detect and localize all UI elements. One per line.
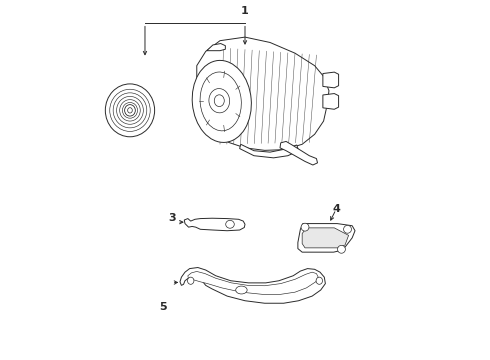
Text: 2: 2: [118, 96, 125, 107]
Ellipse shape: [113, 93, 147, 128]
Polygon shape: [240, 144, 298, 158]
Ellipse shape: [301, 223, 309, 231]
Ellipse shape: [110, 89, 150, 131]
Text: 5: 5: [159, 302, 167, 312]
Polygon shape: [280, 141, 318, 165]
Ellipse shape: [316, 277, 322, 284]
Ellipse shape: [338, 246, 345, 253]
Ellipse shape: [236, 286, 247, 294]
Polygon shape: [207, 44, 225, 51]
Ellipse shape: [214, 95, 224, 107]
Polygon shape: [323, 72, 339, 88]
Ellipse shape: [209, 89, 230, 113]
Ellipse shape: [192, 60, 251, 143]
Text: 1: 1: [241, 6, 249, 17]
Polygon shape: [197, 37, 329, 150]
Ellipse shape: [124, 105, 135, 116]
Polygon shape: [184, 218, 245, 231]
Ellipse shape: [188, 277, 194, 284]
Ellipse shape: [117, 96, 144, 124]
Ellipse shape: [226, 220, 234, 228]
Polygon shape: [188, 271, 318, 294]
Polygon shape: [323, 94, 339, 109]
Polygon shape: [302, 228, 348, 248]
Polygon shape: [180, 267, 325, 303]
Polygon shape: [298, 224, 355, 252]
Ellipse shape: [105, 84, 155, 137]
Ellipse shape: [128, 108, 132, 113]
Ellipse shape: [122, 103, 138, 118]
Ellipse shape: [343, 225, 351, 233]
Ellipse shape: [200, 72, 242, 131]
Text: 3: 3: [168, 212, 175, 222]
Text: 4: 4: [332, 203, 340, 213]
Ellipse shape: [120, 100, 140, 121]
